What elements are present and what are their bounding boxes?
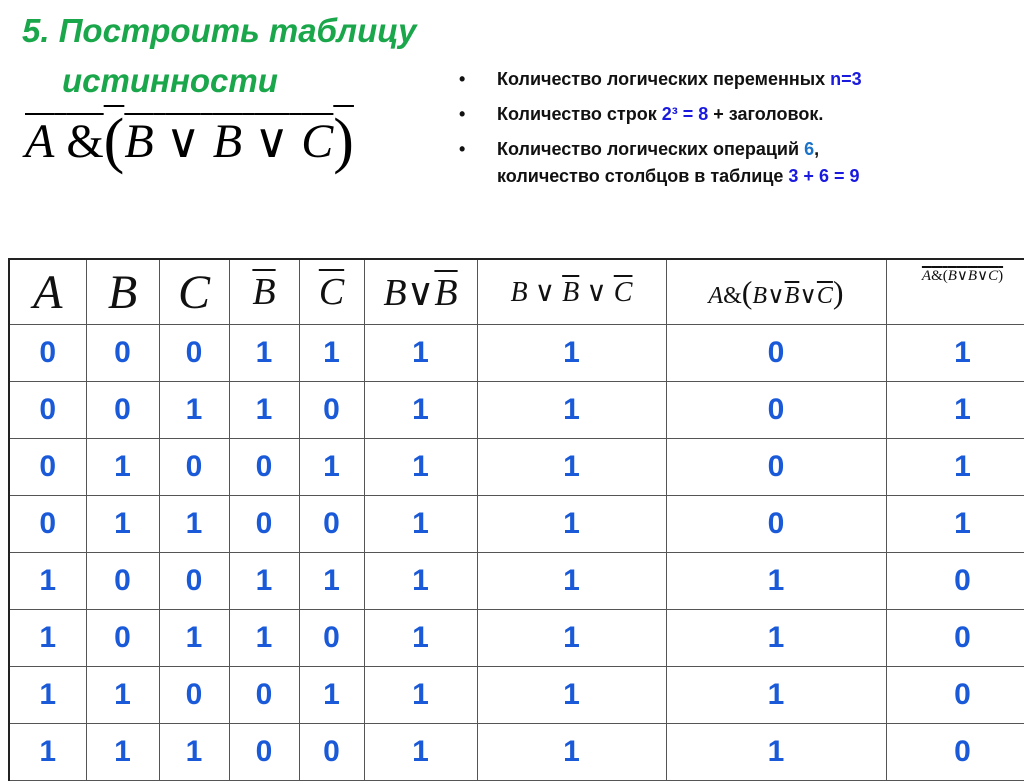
table-cell: 0 <box>885 609 1024 667</box>
table-cell: 1 <box>85 495 160 553</box>
table-cell: 0 <box>885 723 1024 781</box>
header-b: B <box>85 258 160 325</box>
table-cell: 0 <box>665 438 887 496</box>
table-cell: 1 <box>476 324 667 382</box>
table-cell: 0 <box>298 381 365 439</box>
table-cell: 0 <box>8 324 87 382</box>
table-cell: 1 <box>476 666 667 724</box>
table-cell: 0 <box>8 381 87 439</box>
bullet-rows: Количество строк 2³ = 8 + заголовок. <box>455 101 862 128</box>
table-cell: 0 <box>8 438 87 496</box>
table-cell: 0 <box>298 609 365 667</box>
table-cell: 1 <box>8 723 87 781</box>
header-c: C <box>158 258 230 325</box>
table-cell: 1 <box>298 552 365 610</box>
table-cell: 1 <box>158 381 230 439</box>
table-cell: 0 <box>228 438 300 496</box>
table-cell: 0 <box>8 495 87 553</box>
table-cell: 1 <box>363 609 478 667</box>
header-b-or-not-b-or-not-c: B ∨ B ∨ C <box>476 258 667 325</box>
table-cell: 1 <box>228 552 300 610</box>
table-cell: 1 <box>665 666 887 724</box>
table-cell: 1 <box>885 438 1024 496</box>
table-cell: 1 <box>363 552 478 610</box>
table-cell: 0 <box>665 495 887 553</box>
header-row: A B C B C B∨B B ∨ B ∨ C A&(B∨B∨C) A&(B∨B… <box>8 258 1024 325</box>
table-cell: 1 <box>85 666 160 724</box>
table-cell: 1 <box>8 666 87 724</box>
table-cell: 1 <box>298 666 365 724</box>
truth-table: A B C B C B∨B B ∨ B ∨ C A&(B∨B∨C) A&(B∨B… <box>8 258 1024 781</box>
slide-title: 5. Построить таблицу истинности <box>22 12 417 99</box>
table-cell: 1 <box>476 495 667 553</box>
table-cell: 0 <box>158 438 230 496</box>
table-cell: 1 <box>363 438 478 496</box>
table-cell: 1 <box>363 666 478 724</box>
table-cell: 1 <box>665 552 887 610</box>
table-cell: 1 <box>228 381 300 439</box>
header-b-or-not-b: B∨B <box>363 258 478 325</box>
table-cell: 1 <box>228 324 300 382</box>
table-cell: 0 <box>85 381 160 439</box>
table-cell: 1 <box>158 609 230 667</box>
table-cell: 1 <box>476 381 667 439</box>
table-cell: 0 <box>85 609 160 667</box>
table-cell: 1 <box>363 723 478 781</box>
table-cell: 0 <box>665 381 887 439</box>
table-cell: 0 <box>158 324 230 382</box>
table-cell: 1 <box>363 324 478 382</box>
bullet-operations: Количество логических операций 6,количес… <box>455 136 862 190</box>
table-cell: 0 <box>885 552 1024 610</box>
bullet-variables: Количество логических переменных n=3 <box>455 66 862 93</box>
table-cell: 0 <box>228 666 300 724</box>
table-cell: 1 <box>885 324 1024 382</box>
table-cell: 0 <box>158 666 230 724</box>
table-cell: 1 <box>8 609 87 667</box>
header-a: A <box>8 258 87 325</box>
table-cell: 1 <box>665 723 887 781</box>
table-cell: 0 <box>158 552 230 610</box>
table-cell: 0 <box>85 552 160 610</box>
header-not-b: B <box>228 258 300 325</box>
info-bullets: Количество логических переменных n=3 Кол… <box>455 66 862 190</box>
table-cell: 1 <box>363 381 478 439</box>
table-cell: 1 <box>158 495 230 553</box>
table-cell: 1 <box>885 381 1024 439</box>
table-cell: 0 <box>298 495 365 553</box>
table-cell: 0 <box>665 324 887 382</box>
table-cell: 1 <box>228 609 300 667</box>
table-cell: 1 <box>85 723 160 781</box>
table-cell: 1 <box>298 438 365 496</box>
table-cell: 0 <box>228 495 300 553</box>
table-cell: 1 <box>665 609 887 667</box>
table-cell: 0 <box>228 723 300 781</box>
header-negated-expr: A&(B∨B∨C) <box>885 258 1024 325</box>
header-not-c: C <box>298 258 365 325</box>
logic-formula: A &(B ∨ B ∨ C) <box>25 107 354 175</box>
table-cell: 1 <box>85 438 160 496</box>
table-cell: 1 <box>476 552 667 610</box>
table-cell: 1 <box>885 495 1024 553</box>
table-cell: 1 <box>363 495 478 553</box>
table-cell: 1 <box>8 552 87 610</box>
table-cell: 1 <box>476 723 667 781</box>
header-a-and-expr: A&(B∨B∨C) <box>665 258 887 325</box>
table-cell: 1 <box>158 723 230 781</box>
table-cell: 0 <box>298 723 365 781</box>
table-cell: 1 <box>298 324 365 382</box>
table-cell: 0 <box>885 666 1024 724</box>
table-cell: 1 <box>476 438 667 496</box>
table-cell: 0 <box>85 324 160 382</box>
table-cell: 1 <box>476 609 667 667</box>
